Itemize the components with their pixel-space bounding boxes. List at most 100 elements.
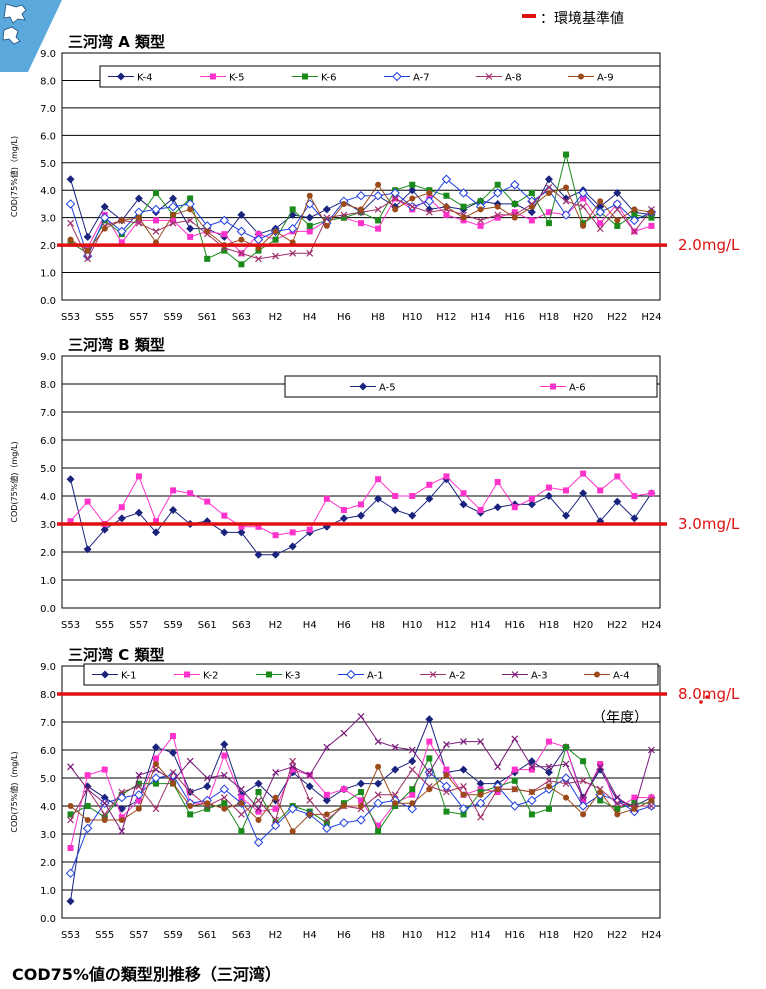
- standard-label: 8.0mg/L: [678, 685, 740, 703]
- panel-title: 三河湾 B 類型: [68, 336, 165, 354]
- data-point: [596, 225, 604, 233]
- x-tick-label: S59: [164, 312, 183, 323]
- data-point: [494, 211, 502, 219]
- legend-marker: [346, 669, 356, 680]
- x-tick-label: H16: [505, 620, 525, 631]
- legend-marker: [550, 383, 556, 390]
- data-point: [631, 211, 638, 218]
- x-tick-label: H18: [539, 620, 559, 631]
- x-tick-label: H24: [641, 930, 661, 941]
- series-K-2: [67, 733, 655, 851]
- x-tick-label: S63: [232, 312, 251, 323]
- data-point: [425, 494, 434, 503]
- data-point: [254, 550, 263, 559]
- legend-marker: [101, 670, 109, 679]
- legend-entry: A-9: [568, 73, 614, 84]
- data-point: [425, 715, 434, 724]
- data-point: [426, 189, 433, 196]
- data-point: [255, 805, 262, 813]
- x-tick-label: H2: [269, 620, 283, 631]
- data-point: [340, 803, 347, 809]
- data-point: [409, 493, 416, 499]
- y-tick-label: 3.0: [40, 830, 56, 841]
- data-point: [135, 473, 142, 480]
- data-point: [272, 252, 279, 260]
- data-point: [289, 828, 296, 835]
- series-A-7: [65, 174, 657, 261]
- data-point: [408, 766, 416, 774]
- data-point: [511, 735, 519, 743]
- data-point: [221, 512, 228, 519]
- x-tick-label: H18: [539, 312, 559, 323]
- data-point: [118, 217, 125, 224]
- data-point: [477, 791, 484, 798]
- data-point: [545, 805, 552, 812]
- data-point: [579, 489, 588, 498]
- data-point: [358, 220, 364, 227]
- x-tick-label: H22: [607, 620, 627, 631]
- data-point: [630, 227, 638, 235]
- data-point: [118, 827, 126, 835]
- data-point: [460, 490, 467, 497]
- data-point: [237, 249, 245, 257]
- data-point: [579, 777, 587, 785]
- data-point: [597, 220, 604, 227]
- data-point: [152, 766, 160, 774]
- data-point: [493, 503, 502, 512]
- data-point: [544, 175, 553, 184]
- data-point: [580, 222, 587, 229]
- y-tick-label: 3.0: [40, 214, 56, 225]
- corner-dots: [699, 695, 709, 704]
- data-point: [408, 746, 416, 754]
- data-point: [84, 772, 91, 779]
- data-point: [545, 184, 553, 191]
- data-point: [631, 800, 638, 807]
- data-point: [65, 868, 76, 878]
- data-point: [237, 210, 246, 219]
- data-point: [152, 805, 160, 813]
- data-point: [613, 497, 622, 506]
- data-point: [391, 765, 400, 774]
- data-point: [135, 214, 142, 221]
- data-point: [545, 783, 552, 790]
- data-point: [375, 476, 382, 483]
- data-point: [135, 805, 142, 812]
- legend-entry: K-1: [92, 670, 136, 682]
- x-tick-label: S61: [198, 312, 217, 323]
- data-point: [323, 816, 331, 824]
- data-point: [186, 788, 194, 796]
- data-point: [187, 233, 194, 240]
- data-point: [494, 203, 501, 210]
- data-point: [356, 815, 366, 825]
- data-point: [460, 203, 467, 210]
- legend-entry: A-3: [502, 671, 548, 682]
- data-point: [289, 529, 296, 536]
- legend-entry: A-8: [476, 73, 522, 84]
- data-point: [614, 473, 621, 480]
- data-point: [134, 194, 143, 203]
- data-point: [356, 191, 366, 201]
- legend-label: A-1: [367, 671, 384, 682]
- data-point: [544, 768, 553, 777]
- plot-frame: [61, 355, 661, 609]
- panel-title: 三河湾 A 類型: [68, 33, 165, 51]
- x-tick-label: S57: [129, 930, 148, 941]
- data-point: [67, 816, 74, 824]
- data-point: [117, 514, 126, 523]
- data-point: [443, 788, 450, 796]
- data-point: [135, 797, 142, 804]
- data-point: [253, 837, 264, 848]
- legend-label: K-4: [137, 73, 152, 84]
- data-point: [375, 181, 382, 188]
- data-point: [613, 188, 622, 197]
- legend-label: A-8: [505, 73, 522, 84]
- data-point: [118, 817, 125, 823]
- data-point: [425, 768, 433, 776]
- x-tick-label: H4: [303, 620, 317, 631]
- x-tick-label: S53: [61, 312, 80, 323]
- plot-frame: [61, 52, 661, 301]
- legend-marker: [210, 73, 216, 80]
- data-point: [83, 545, 92, 554]
- data-point: [426, 738, 433, 745]
- data-point: [84, 803, 91, 809]
